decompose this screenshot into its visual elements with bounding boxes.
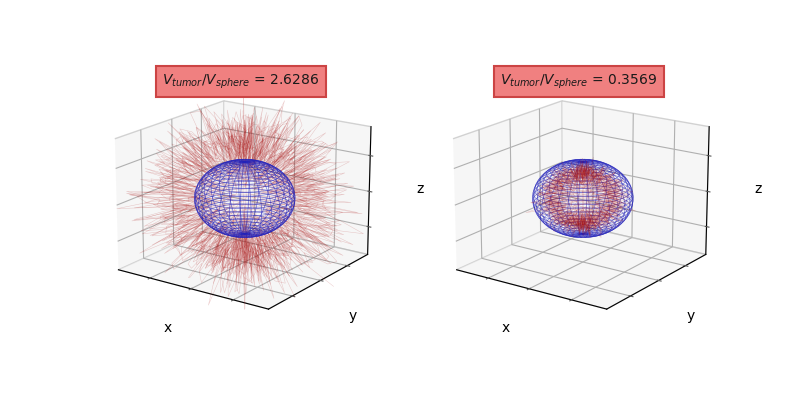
Text: $V_{tumor}/V_{sphere}$ = 0.3569: $V_{tumor}/V_{sphere}$ = 0.3569 [501,72,658,91]
X-axis label: x: x [163,321,172,335]
Text: $V_{tumor}/V_{sphere}$ = 2.6286: $V_{tumor}/V_{sphere}$ = 2.6286 [162,72,319,91]
X-axis label: x: x [502,321,510,335]
Y-axis label: y: y [687,309,695,323]
Y-axis label: y: y [349,309,357,323]
